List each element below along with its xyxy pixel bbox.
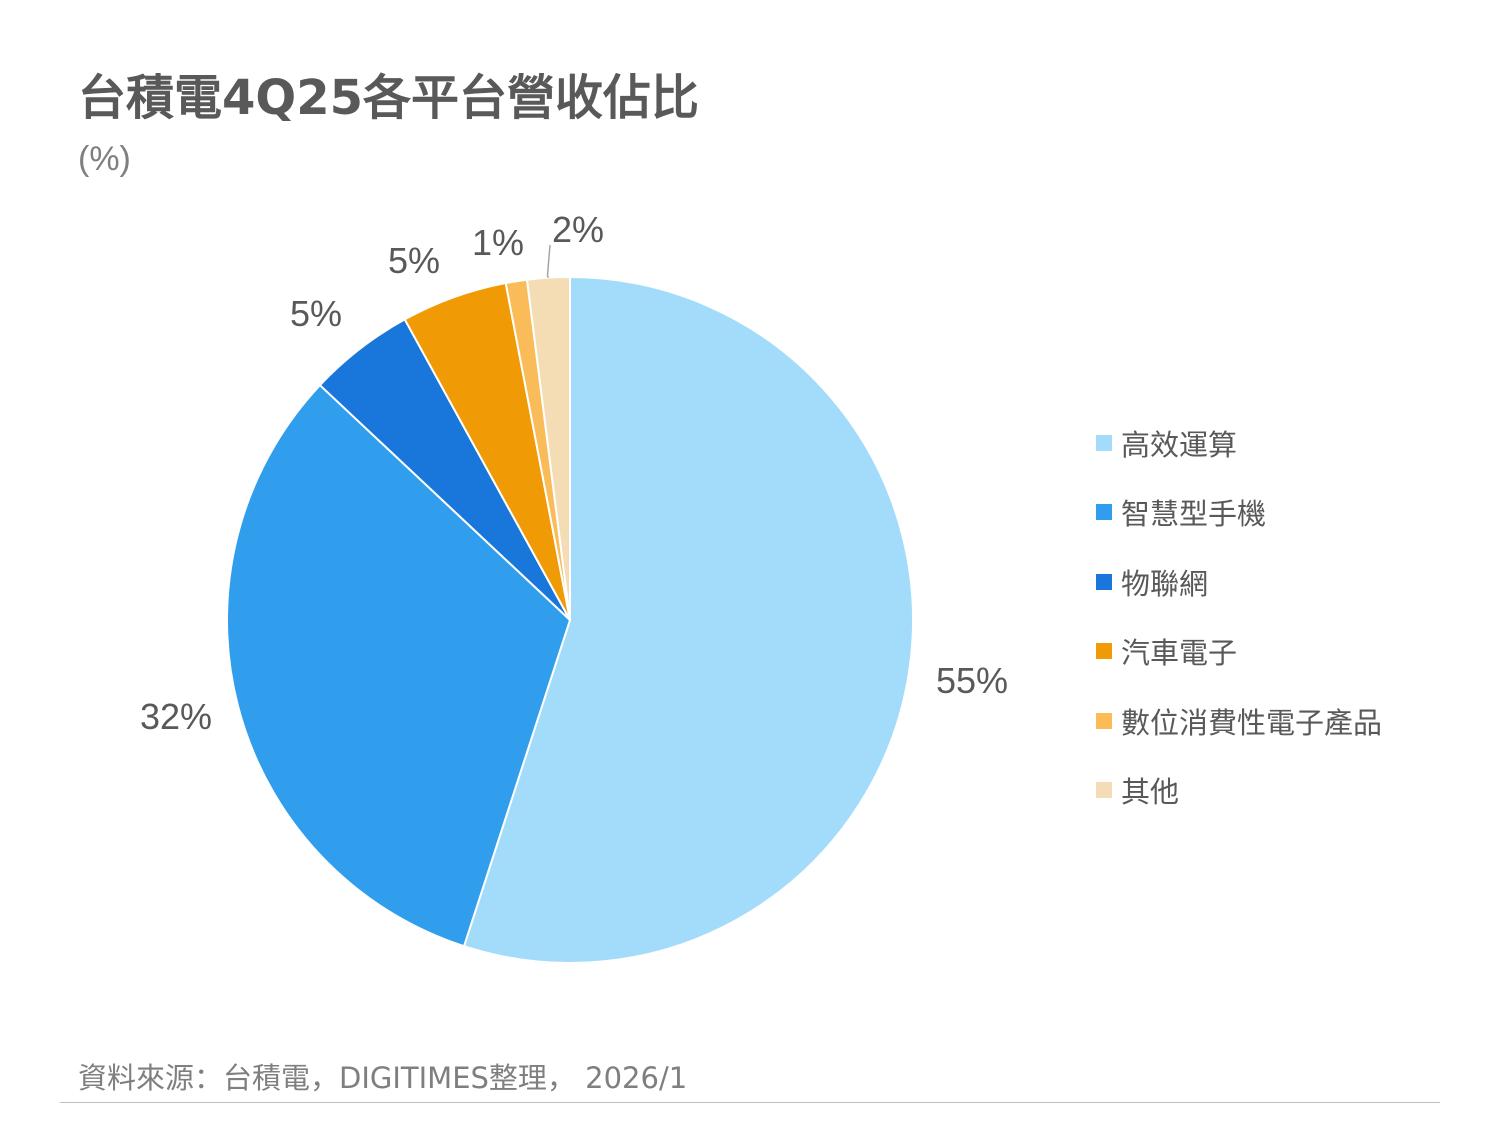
legend: 高效運算智慧型手機物聯網汽車電子數位消費性電子產品 其他 xyxy=(1096,408,1382,825)
legend-swatch xyxy=(1096,782,1112,799)
pie-slice-2 xyxy=(226,384,571,948)
data-label-3: 5% xyxy=(290,293,342,334)
legend-label: 數位消費性電子產品 xyxy=(1121,705,1383,740)
pie-slice-6 xyxy=(526,276,571,621)
pie-slices xyxy=(226,276,915,964)
legend-item: 其他 xyxy=(1096,756,1382,826)
legend-item: 數位消費性電子產品 xyxy=(1096,686,1382,756)
legend-item: 物聯網 xyxy=(1096,547,1382,617)
pie-slice-1 xyxy=(463,276,915,964)
chart-title: 台積電4Q25各平台營收佔比 xyxy=(78,70,700,126)
source-footnote: 資料來源：台積電，DIGITIMES整理， 2026/1 xyxy=(78,1061,688,1095)
legend-swatch xyxy=(1096,643,1112,660)
legend-label: 汽車電子 xyxy=(1121,636,1238,671)
data-label-6: 2% xyxy=(552,209,604,250)
footer-divider xyxy=(60,1102,1440,1103)
data-labels: 55% 32% 5% 5% 1% 2% xyxy=(140,209,1008,737)
data-label-2: 32% xyxy=(140,696,212,737)
legend-label: 其他 xyxy=(1121,775,1180,810)
leader-line-other xyxy=(546,244,551,279)
legend-swatch xyxy=(1096,712,1112,729)
legend-swatch xyxy=(1096,573,1112,590)
data-label-5: 1% xyxy=(472,222,524,263)
legend-label: 物聯網 xyxy=(1121,566,1209,601)
label-leader-lines xyxy=(546,244,551,279)
legend-label: 高效運算 xyxy=(1121,427,1238,462)
chart-unit-label: (%) xyxy=(78,140,131,178)
legend-item: 汽車電子 xyxy=(1096,617,1382,687)
legend-item: 智慧型手機 xyxy=(1096,478,1382,548)
data-label-1: 55% xyxy=(936,660,1008,701)
legend-item: 高效運算 xyxy=(1096,408,1382,478)
data-label-4: 5% xyxy=(388,240,440,281)
legend-label: 智慧型手機 xyxy=(1121,497,1267,532)
legend-swatch xyxy=(1096,504,1112,521)
legend-swatch xyxy=(1096,434,1112,451)
